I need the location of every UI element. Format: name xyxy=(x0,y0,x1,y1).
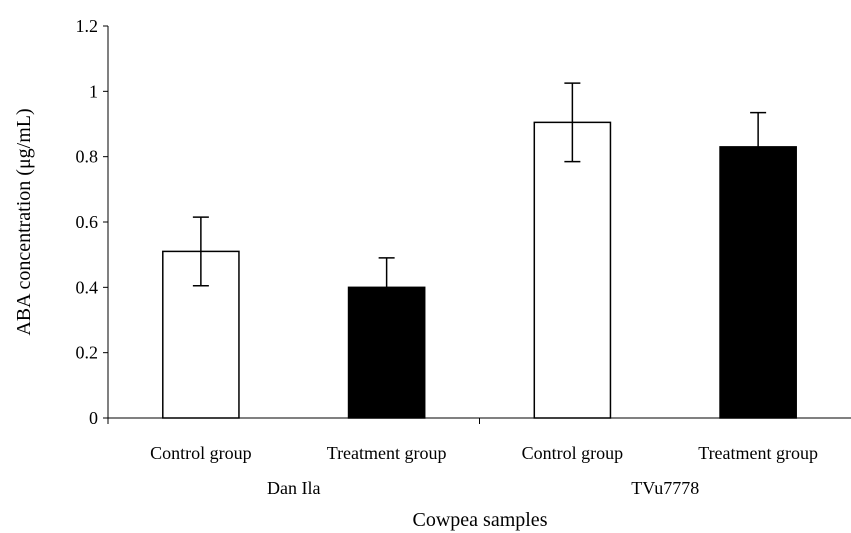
y-tick-label: 0 xyxy=(89,408,98,428)
y-tick-label: 0.2 xyxy=(76,343,99,363)
y-tick-label: 1 xyxy=(89,81,98,101)
y-tick-label: 1.2 xyxy=(76,16,99,36)
x-group-label: TVu7778 xyxy=(631,478,699,498)
y-tick-label: 0.8 xyxy=(76,147,99,167)
bar xyxy=(533,121,612,419)
bar xyxy=(719,146,797,419)
plot-area xyxy=(162,82,797,419)
y-tick-label: 0.4 xyxy=(76,277,99,297)
y-axis: 0 0.2 0.4 0.6 0.8 1 1.2 xyxy=(76,16,109,428)
x-category-label: Control group xyxy=(150,443,252,463)
x-category-label: Control group xyxy=(522,443,624,463)
x-group-label: Dan Ila xyxy=(267,478,320,498)
x-axis: Control group Treatment group Control grou… xyxy=(107,417,851,498)
x-axis-title: Cowpea samples xyxy=(413,509,548,531)
x-category-label: Treatment group xyxy=(327,443,447,463)
y-tick-label: 0.6 xyxy=(76,212,99,232)
y-axis-title: ABA concentration (μg/mL) xyxy=(13,108,35,335)
x-category-label: Treatment group xyxy=(698,443,818,463)
